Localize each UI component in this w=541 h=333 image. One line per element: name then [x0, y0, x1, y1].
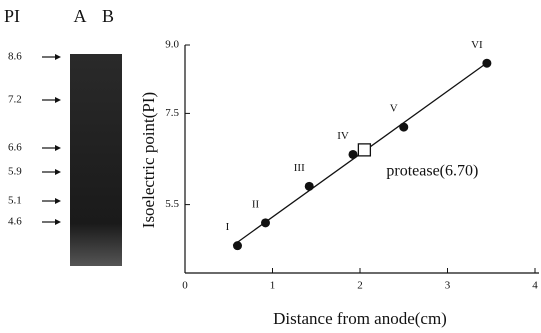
point — [233, 241, 242, 250]
y-tick-label: 9.0 — [165, 39, 179, 51]
y-axis-label: Isoelectric point(PI) — [139, 92, 158, 228]
y-tick-label: 7.5 — [165, 107, 179, 119]
point-label: I — [226, 221, 230, 233]
marker-label: 5.9 — [8, 166, 22, 178]
point — [261, 218, 270, 227]
y-tick-label: 5.5 — [165, 198, 179, 210]
marker-arrowhead — [55, 145, 61, 151]
x-tick-label: 0 — [182, 280, 188, 292]
marker-arrowhead — [55, 198, 61, 204]
x-tick-label: 3 — [445, 280, 451, 292]
annotation: protease(6.70) — [386, 163, 478, 180]
x-tick-label: 4 — [532, 280, 538, 292]
point-label: III — [294, 162, 305, 174]
point — [305, 182, 314, 191]
figure: PI A B Distance from anode(cm) Isoelectr… — [0, 0, 541, 333]
marker-label: 7.2 — [8, 94, 22, 106]
marker-label: 4.6 — [8, 216, 22, 228]
marker-label: 5.1 — [8, 195, 22, 207]
marker-arrowhead — [55, 219, 61, 225]
point-label: V — [390, 103, 398, 115]
point — [349, 150, 358, 159]
point-label: IV — [337, 130, 349, 142]
gel — [70, 54, 122, 266]
point — [399, 123, 408, 132]
x-axis-label: Distance from anode(cm) — [273, 309, 447, 328]
x-tick-label: 2 — [357, 280, 363, 292]
x-tick-label: 1 — [270, 280, 276, 292]
marker-label: 8.6 — [8, 51, 22, 63]
point-label: VI — [471, 39, 483, 51]
marker-arrowhead — [55, 169, 61, 175]
point-label: II — [252, 198, 260, 210]
marker-label: 6.6 — [8, 142, 22, 154]
lane-label: B — [102, 6, 114, 26]
point — [482, 59, 491, 68]
marker-arrowhead — [55, 54, 61, 60]
marker-arrowhead — [55, 97, 61, 103]
lane-label: A — [74, 6, 87, 26]
gel-header: PI — [4, 6, 20, 26]
protease-point — [358, 144, 370, 156]
